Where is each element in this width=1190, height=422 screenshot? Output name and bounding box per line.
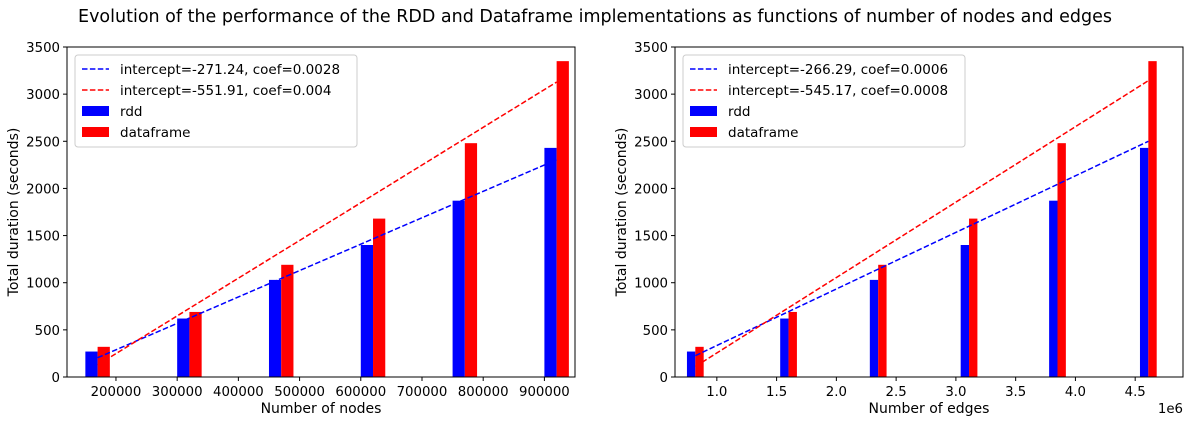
chart-nodes: 200000 300000 400000 500000 600000 700000 8000… xyxy=(6,41,576,417)
figure-title: Evolution of the performance of the RDD … xyxy=(78,7,1112,27)
x-tick-label-4: 600000 xyxy=(335,385,386,400)
legend-box xyxy=(74,54,358,148)
legend-swatch-rdd xyxy=(690,106,717,116)
bar-rdd-3 xyxy=(360,245,374,377)
y-tick-label-2: 1000 xyxy=(26,277,60,292)
x-tick-label-7: 900000 xyxy=(519,385,570,400)
x-tick-label-5: 700000 xyxy=(397,385,448,400)
y-tick-label-6: 3000 xyxy=(26,88,60,103)
bar-dataframe-5 xyxy=(1148,61,1157,378)
legend-label-fit-1: intercept=-545.17, coef=0.0008 xyxy=(728,83,948,99)
x-tick-label-7: 4.5 xyxy=(1125,385,1146,400)
bar-dataframe-0 xyxy=(695,346,704,377)
bar-rdd-2 xyxy=(869,279,879,377)
legend-swatch-dataframe xyxy=(82,127,109,137)
x-tick-label-0: 200000 xyxy=(91,385,142,400)
legend-label-fit-0: intercept=-266.29, coef=0.0006 xyxy=(728,62,948,78)
bar-dataframe-1 xyxy=(788,311,797,377)
bar-dataframe-3 xyxy=(969,218,978,377)
plot-frame xyxy=(674,46,1184,378)
legend-label-dataframe: dataframe xyxy=(728,125,798,141)
y-tick-label-0: 0 xyxy=(660,371,668,386)
plot-frame xyxy=(66,46,576,378)
bar-rdd-4 xyxy=(1049,200,1058,377)
bar-rdd-5 xyxy=(544,147,557,377)
x-tick-label-5: 3.5 xyxy=(1005,385,1026,400)
bar-dataframe-4 xyxy=(464,143,478,377)
legend-label-dataframe: dataframe xyxy=(120,125,190,141)
legend-label-rdd: rdd xyxy=(120,104,142,120)
legend-swatch-dataframe xyxy=(690,127,717,137)
y-tick-label-0: 0 xyxy=(52,371,60,386)
bar-rdd-3 xyxy=(960,245,970,377)
x-offset-label: 1e6 xyxy=(1158,402,1183,417)
x-tick-label-3: 2.5 xyxy=(886,385,907,400)
y-tick-label-5: 2500 xyxy=(26,135,60,150)
bar-dataframe-5 xyxy=(556,61,569,378)
y-tick-label-6: 3000 xyxy=(634,88,668,103)
bar-dataframe-0 xyxy=(97,346,110,377)
bar-dataframe-1 xyxy=(189,311,202,377)
fit-line-0 xyxy=(694,140,1149,357)
x-tick-label-1: 1.5 xyxy=(766,385,787,400)
x-axis-label: Number of nodes xyxy=(261,401,382,417)
x-tick-label-3: 500000 xyxy=(274,385,325,400)
y-tick-label-2: 1000 xyxy=(634,277,668,292)
bar-rdd-2 xyxy=(268,279,282,377)
bar-dataframe-4 xyxy=(1057,143,1066,377)
bar-dataframe-2 xyxy=(878,264,887,377)
legend-label-rdd: rdd xyxy=(728,104,750,120)
legend: intercept=-266.29, coef=0.0006 intercept=… xyxy=(682,54,966,148)
bar-rdd-1 xyxy=(177,318,190,377)
x-tick-label-4: 3.0 xyxy=(945,385,966,400)
x-tick-label-0: 1.0 xyxy=(706,385,727,400)
legend-box xyxy=(682,54,966,148)
bar-rdd-4 xyxy=(452,200,465,377)
y-tick-label-4: 2000 xyxy=(26,182,60,197)
legend-label-fit-1: intercept=-551.91, coef=0.004 xyxy=(120,83,331,99)
y-tick-label-3: 1500 xyxy=(634,230,668,245)
bar-rdd-0 xyxy=(686,351,696,377)
y-axis-label: Total duration (seconds) xyxy=(6,128,22,298)
x-tick-label-2: 2.0 xyxy=(826,385,847,400)
fit-line-1 xyxy=(694,80,1149,368)
fit-line-1 xyxy=(97,81,558,366)
legend-label-fit-0: intercept=-271.24, coef=0.0028 xyxy=(120,62,340,78)
y-tick-label-4: 2000 xyxy=(634,182,668,197)
x-tick-label-1: 300000 xyxy=(152,385,203,400)
x-tick-label-6: 4.0 xyxy=(1065,385,1086,400)
y-tick-label-7: 3500 xyxy=(634,41,668,56)
legend-swatch-rdd xyxy=(82,106,109,116)
y-axis-label: Total duration (seconds) xyxy=(614,128,630,298)
bar-dataframe-3 xyxy=(373,218,386,377)
x-tick-label-6: 800000 xyxy=(458,385,509,400)
bar-rdd-0 xyxy=(85,351,98,377)
y-tick-label-3: 1500 xyxy=(26,230,60,245)
y-tick-label-7: 3500 xyxy=(26,41,60,56)
x-tick-label-2: 400000 xyxy=(213,385,264,400)
bar-dataframe-2 xyxy=(281,264,294,377)
chart-edges: 1.0 1.5 2.0 2.5 3.0 3.5 4.0 4.5 0 500 1000 1500 2000… xyxy=(614,41,1184,417)
bar-rdd-5 xyxy=(1139,147,1149,377)
x-axis-label: Number of edges xyxy=(869,401,990,417)
bar-rdd-1 xyxy=(780,318,789,377)
y-tick-label-1: 500 xyxy=(35,324,60,339)
y-tick-label-1: 500 xyxy=(643,324,668,339)
fit-line-0 xyxy=(97,159,557,359)
legend: intercept=-271.24, coef=0.0028 intercept=… xyxy=(74,54,358,148)
y-tick-label-5: 2500 xyxy=(634,135,668,150)
